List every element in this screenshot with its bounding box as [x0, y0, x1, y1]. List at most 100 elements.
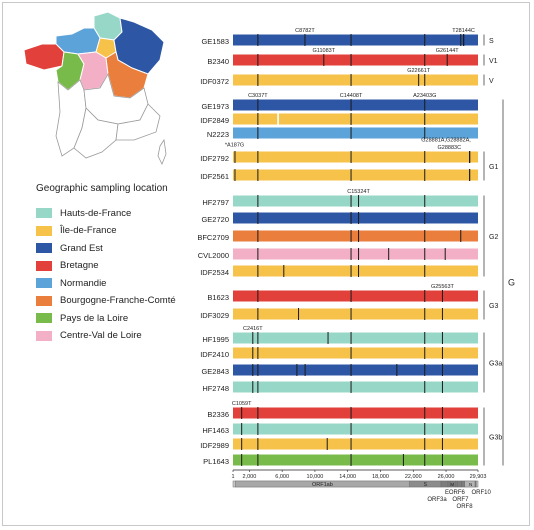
- sample-label: IDF0372: [200, 77, 229, 86]
- sample-label: HF1463: [202, 426, 229, 435]
- mutation-annotation: C2416T: [243, 326, 263, 332]
- orf-label: M: [450, 482, 454, 487]
- sample-label: IDF2561: [200, 172, 229, 181]
- mutation-annotation: C14408T: [340, 93, 363, 99]
- legend-swatch: [36, 225, 52, 236]
- mutation-annotation: G25563T: [431, 284, 455, 290]
- sample-bar: [233, 113, 478, 125]
- sample-bar: [233, 54, 478, 66]
- legend-label: Île-de-France: [60, 225, 117, 236]
- group-label: G2: [489, 234, 498, 241]
- sample-label: IDF2534: [200, 268, 229, 277]
- orf-label: N: [469, 482, 472, 487]
- sample-label: IDF2792: [200, 154, 229, 163]
- legend-label: Pays de la Loire: [60, 312, 129, 324]
- map-region-corse: [157, 138, 167, 165]
- orf-label: ORF6: [449, 490, 466, 496]
- orf-label: S: [424, 482, 428, 488]
- orf-label: ORF7: [452, 497, 469, 503]
- legend-swatch: [36, 208, 52, 218]
- france-region-map: [23, 11, 167, 165]
- legend-label: Bretagne: [60, 260, 99, 271]
- sample-gap: [277, 113, 279, 125]
- legend-label: Normandie: [60, 277, 107, 289]
- group-label: V: [489, 78, 494, 85]
- group-label: G3: [489, 303, 498, 310]
- sample-bar: [233, 332, 478, 344]
- axis-tick-label: 10,000: [307, 474, 324, 480]
- mutation-annotation: G22661T: [407, 68, 431, 74]
- mutation-annotation: T28144C: [452, 28, 475, 34]
- axis-tick-label: 1: [231, 474, 234, 480]
- sample-bar: [233, 381, 478, 393]
- sample-bar: [233, 74, 478, 86]
- sample-label: GE2720: [201, 215, 229, 224]
- sample-label: HF1995: [202, 335, 229, 344]
- group-label: V1: [489, 58, 498, 65]
- axis-tick-label: 29,903: [470, 474, 487, 480]
- sample-bar: [233, 265, 478, 277]
- orf-label: ORF1ab: [312, 482, 333, 488]
- legend-swatch: [36, 330, 52, 341]
- legend-swatch: [36, 260, 52, 271]
- sample-bar: [233, 248, 478, 260]
- sample-label: HF2797: [202, 198, 229, 207]
- legend-item: Île-de-France: [36, 225, 117, 237]
- sample-bar: [233, 151, 478, 163]
- orf-segment: [447, 480, 451, 488]
- sample-label: N2223: [207, 130, 229, 139]
- orf-label: ORF3a: [427, 497, 447, 503]
- orf-segment: [464, 480, 476, 488]
- axis-tick-label: 14,000: [339, 474, 356, 480]
- legend-title: Geographic sampling location: [36, 183, 168, 194]
- orf-segment: [474, 480, 477, 488]
- legend-swatch: [36, 295, 52, 306]
- sample-label: IDF2989: [200, 441, 229, 450]
- sample-bar: [233, 347, 478, 359]
- axis-tick-label: 18,000: [372, 474, 389, 480]
- legend-item: Normandie: [36, 277, 106, 289]
- orf-segment: [440, 480, 449, 488]
- legend-item: Grand Est: [36, 242, 103, 254]
- mutation-annotation: G28881A,G28882A,: [421, 138, 471, 144]
- legend-item: Bourgogne-Franche-Comté: [36, 295, 176, 307]
- mutation-annotation: C3037T: [248, 93, 268, 99]
- sample-label: PL1643: [203, 457, 229, 466]
- sample-label: IDF2849: [200, 116, 229, 125]
- sample-bar: [233, 407, 478, 419]
- axis-tick-label: 2,000: [243, 474, 257, 480]
- sample-bar: [233, 127, 478, 139]
- sample-bar: [233, 438, 478, 450]
- sample-bar: [233, 423, 478, 435]
- mutation-annotation: C15324T: [347, 189, 370, 195]
- sample-label: GE1583: [201, 37, 229, 46]
- mutation-annotation: G11083T: [313, 48, 336, 54]
- sample-label: GE2843: [201, 367, 229, 376]
- sample-label: B2336: [207, 410, 229, 419]
- legend-label: Centre-Val de Loire: [60, 330, 142, 341]
- legend-swatch: [36, 278, 52, 288]
- legend-label: Hauts-de-France: [60, 207, 132, 219]
- axis-tick-label: 6,000: [275, 474, 289, 480]
- map-region-paca: [115, 103, 161, 141]
- group-label: G3b: [489, 435, 502, 442]
- group-label: G3a: [489, 361, 502, 368]
- mutation-annotation: *A187G: [225, 143, 244, 149]
- sample-bar: [233, 99, 478, 111]
- sample-bar: [233, 212, 478, 224]
- axis-tick-label: 26,000: [438, 474, 455, 480]
- sample-bar: [233, 195, 478, 207]
- legend-label: Grand Est: [60, 242, 103, 254]
- mutation-annotation: C8782T: [295, 28, 315, 34]
- sample-label: CVL2000: [198, 251, 229, 260]
- group-label: G: [508, 278, 515, 288]
- orf-segment: [461, 480, 465, 488]
- mutation-annotation: G26144T: [436, 48, 460, 54]
- legend-swatch: [36, 243, 52, 253]
- orf-segment: [457, 480, 462, 488]
- orf-label: ORF10: [472, 490, 492, 496]
- sample-bar: [233, 364, 478, 376]
- orf-label: ORF8: [457, 504, 474, 510]
- sample-label: BFC2709: [197, 233, 229, 242]
